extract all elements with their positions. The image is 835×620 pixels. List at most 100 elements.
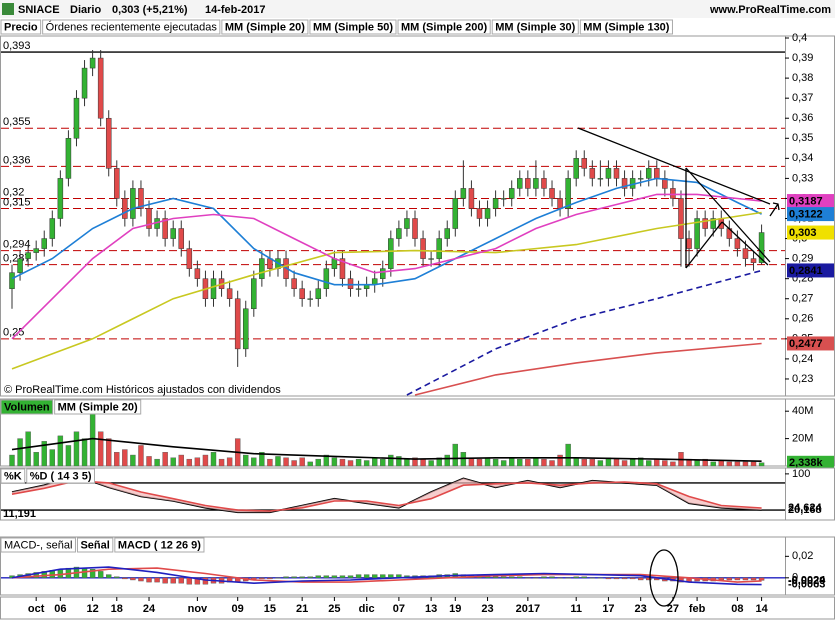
bar xyxy=(162,577,168,584)
legend-label: MM (Simple 20) xyxy=(225,21,305,33)
bar xyxy=(114,576,120,579)
bar xyxy=(476,458,483,467)
candle-body xyxy=(750,258,757,263)
bar xyxy=(251,457,257,467)
legend-label: MM (Simple 130) xyxy=(583,21,670,33)
candle-body xyxy=(178,228,185,249)
value-tag: 0,3122 xyxy=(789,209,823,221)
legend-box xyxy=(76,537,114,553)
y-tick-label: 0,34 xyxy=(792,152,813,164)
bar xyxy=(138,445,144,467)
legend-box xyxy=(309,19,397,35)
bar xyxy=(275,456,281,467)
y-tick-label: 0,23 xyxy=(792,373,813,385)
candle-body xyxy=(525,178,531,189)
bar xyxy=(97,571,104,579)
x-tick-label: 13 xyxy=(425,603,437,615)
candle-body xyxy=(686,238,692,249)
value-tag-box xyxy=(787,207,834,222)
bar xyxy=(146,577,152,583)
candle-body xyxy=(436,238,442,259)
bar xyxy=(500,576,507,579)
candle-body xyxy=(130,188,136,219)
x-tick-label: 08 xyxy=(731,603,743,615)
legend-box xyxy=(54,399,142,415)
trend-line xyxy=(721,221,769,266)
candle-body xyxy=(331,258,338,269)
bar xyxy=(57,569,64,579)
bar xyxy=(267,458,273,467)
x-tick-label: 11 xyxy=(570,603,582,615)
x-tick-label: 17 xyxy=(602,603,614,615)
candle-body xyxy=(492,198,499,209)
legend-box xyxy=(491,19,579,35)
bar xyxy=(25,431,31,467)
bar xyxy=(106,574,112,579)
legend-label: MM (Simple 200) xyxy=(401,21,488,33)
bar xyxy=(718,577,724,581)
y-tick-label: 0,4 xyxy=(792,32,807,44)
bar xyxy=(122,577,128,580)
candle-body xyxy=(468,188,475,209)
bar xyxy=(122,449,128,467)
bar xyxy=(621,460,628,467)
candle-body xyxy=(33,248,39,253)
bar xyxy=(89,569,96,579)
legend-label: Volumen xyxy=(4,401,50,413)
candle-body xyxy=(315,288,322,299)
bar xyxy=(283,457,289,467)
bar xyxy=(492,576,499,579)
legend-label: %D ( 14 3 5) xyxy=(30,470,92,482)
bar xyxy=(750,461,757,467)
bar xyxy=(734,461,741,467)
x-axis-area xyxy=(0,596,835,620)
y-tick-label: 0,35 xyxy=(792,132,813,144)
bar xyxy=(170,577,176,584)
bar xyxy=(436,457,442,467)
bar xyxy=(138,577,144,582)
bar xyxy=(734,577,741,581)
value-tag-box xyxy=(787,455,834,470)
candle-body xyxy=(517,178,523,189)
bar xyxy=(742,577,749,581)
bar xyxy=(605,577,612,580)
bar xyxy=(380,574,386,579)
bar xyxy=(202,577,209,585)
candle-body xyxy=(549,188,555,199)
value-tag: 24,624 xyxy=(788,502,823,514)
bar xyxy=(726,461,733,467)
line-series xyxy=(414,342,762,396)
candle-body xyxy=(444,228,450,239)
candle-body xyxy=(355,288,362,290)
bar xyxy=(178,454,184,467)
trend-line xyxy=(685,167,771,263)
bar xyxy=(226,457,233,467)
bar xyxy=(81,567,88,579)
candle-body xyxy=(65,138,72,179)
candle-body xyxy=(234,298,241,350)
x-tick-label: 07 xyxy=(393,603,405,615)
bar xyxy=(259,452,265,467)
bar xyxy=(9,454,15,467)
header-bar xyxy=(0,0,835,18)
bar xyxy=(65,445,72,467)
bar xyxy=(202,454,209,467)
bar xyxy=(210,452,217,467)
footnote: © ProRealTime.com Históricos ajustados c… xyxy=(4,384,281,396)
candle-body xyxy=(17,258,23,273)
value-tag: 0,2477 xyxy=(789,338,823,350)
date: 14-feb-2017 xyxy=(205,4,266,16)
candle-body xyxy=(41,238,47,249)
x-tick-label: 06 xyxy=(54,603,66,615)
candle-body xyxy=(621,178,628,189)
bar xyxy=(670,461,676,467)
legend-label: Precio xyxy=(4,21,38,33)
bar xyxy=(629,577,636,580)
candle-body xyxy=(291,278,297,289)
candle-body xyxy=(710,218,716,229)
x-tick-label: 27 xyxy=(667,603,679,615)
legend-label: MACD-, señal xyxy=(4,539,72,551)
bar xyxy=(299,457,305,467)
candle-body xyxy=(396,228,402,239)
bar xyxy=(646,577,652,581)
